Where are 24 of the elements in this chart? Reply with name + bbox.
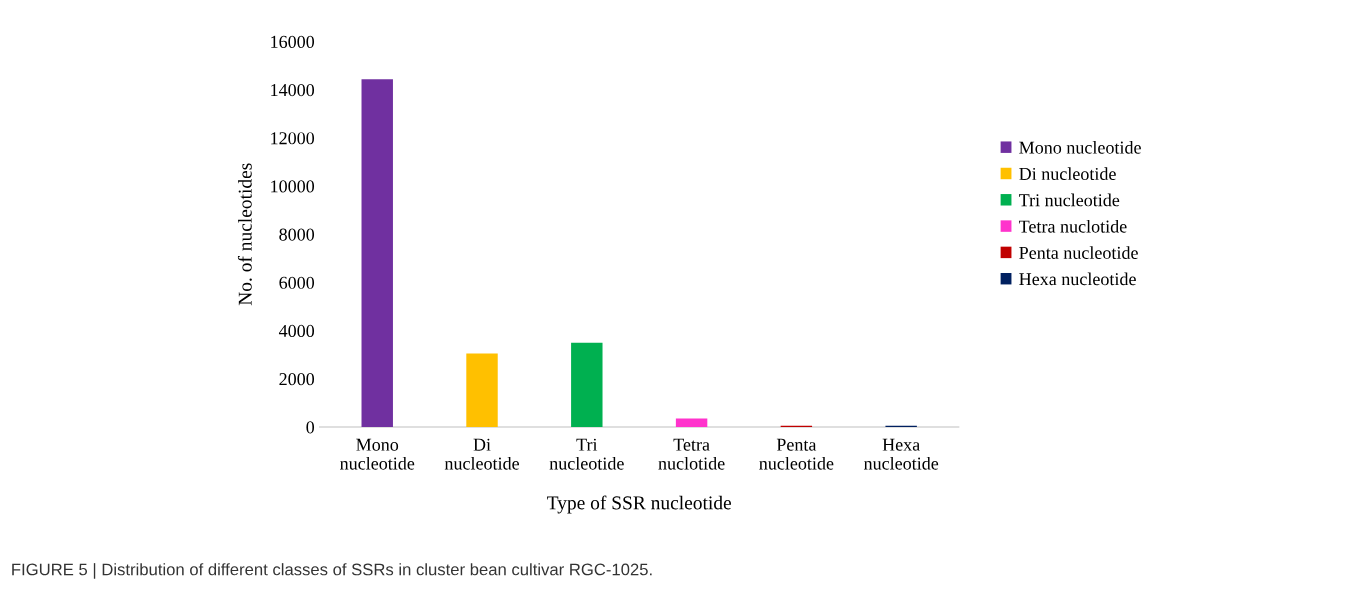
y-tick-label: 14000: [271, 83, 315, 97]
caption: FIGURE 5 | Distribution of different classes of SSRs in cluster bean cultivar RGC-1025.: [12, 563, 652, 579]
x-tick-label: Tri nucleotide: [549, 438, 624, 470]
y-tick-label: 2000: [279, 373, 315, 386]
legend-label: Penta nucleotide: [1019, 246, 1138, 259]
y-tick-label: 4000: [278, 324, 315, 338]
y-tick-label: 0: [306, 421, 315, 434]
x-tick-label: Hexa nucleotide: [863, 438, 939, 470]
y-tick-label: 16000: [271, 35, 315, 48]
legend-label: Tetra nuclotide: [1019, 219, 1127, 233]
y-tick-label: 12000: [271, 132, 315, 145]
legend-label: Mono nucleotide: [1019, 141, 1141, 154]
y-tick-label: 8000: [279, 228, 315, 241]
x-tick-label: Tetra nuclotide: [658, 438, 725, 470]
legend-label: Di nucleotide: [1019, 167, 1116, 181]
legend-label: Tri nucleotide: [1019, 193, 1120, 207]
legend-label: Hexa nucleotide: [1019, 272, 1136, 286]
x-tick-label: Di nucleotide: [444, 438, 519, 470]
y-tick-label: 6000: [279, 276, 315, 289]
x-tick-label: Mono nucleotide: [340, 438, 415, 470]
y-axis-title: No. of nucleotides: [237, 163, 252, 306]
y-tick-label: 10000: [271, 180, 315, 193]
x-axis-title: Type of SSR nucleotide: [547, 495, 731, 514]
x-tick-label: Penta nucleotide: [759, 438, 834, 470]
